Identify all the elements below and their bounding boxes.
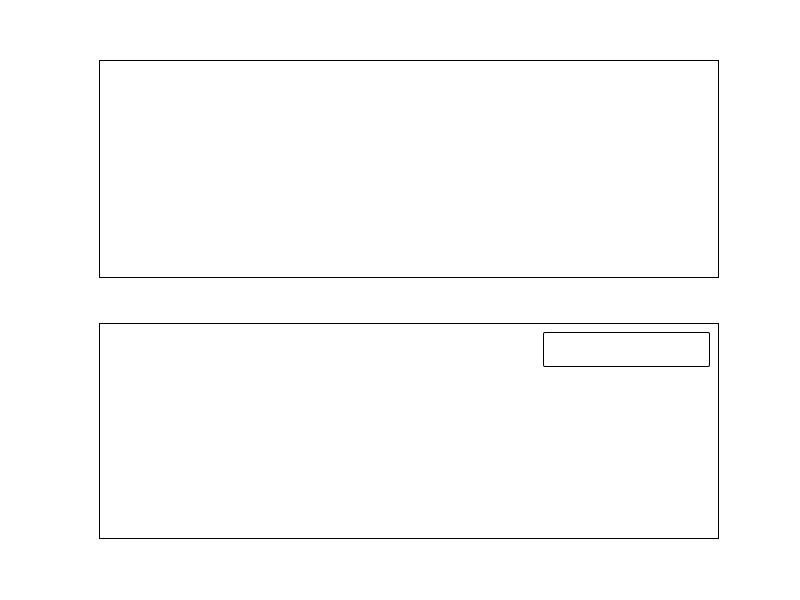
top-axes-ticks: [100, 61, 718, 277]
legend-box: [543, 332, 710, 367]
top-histogram-axes: [99, 60, 719, 278]
